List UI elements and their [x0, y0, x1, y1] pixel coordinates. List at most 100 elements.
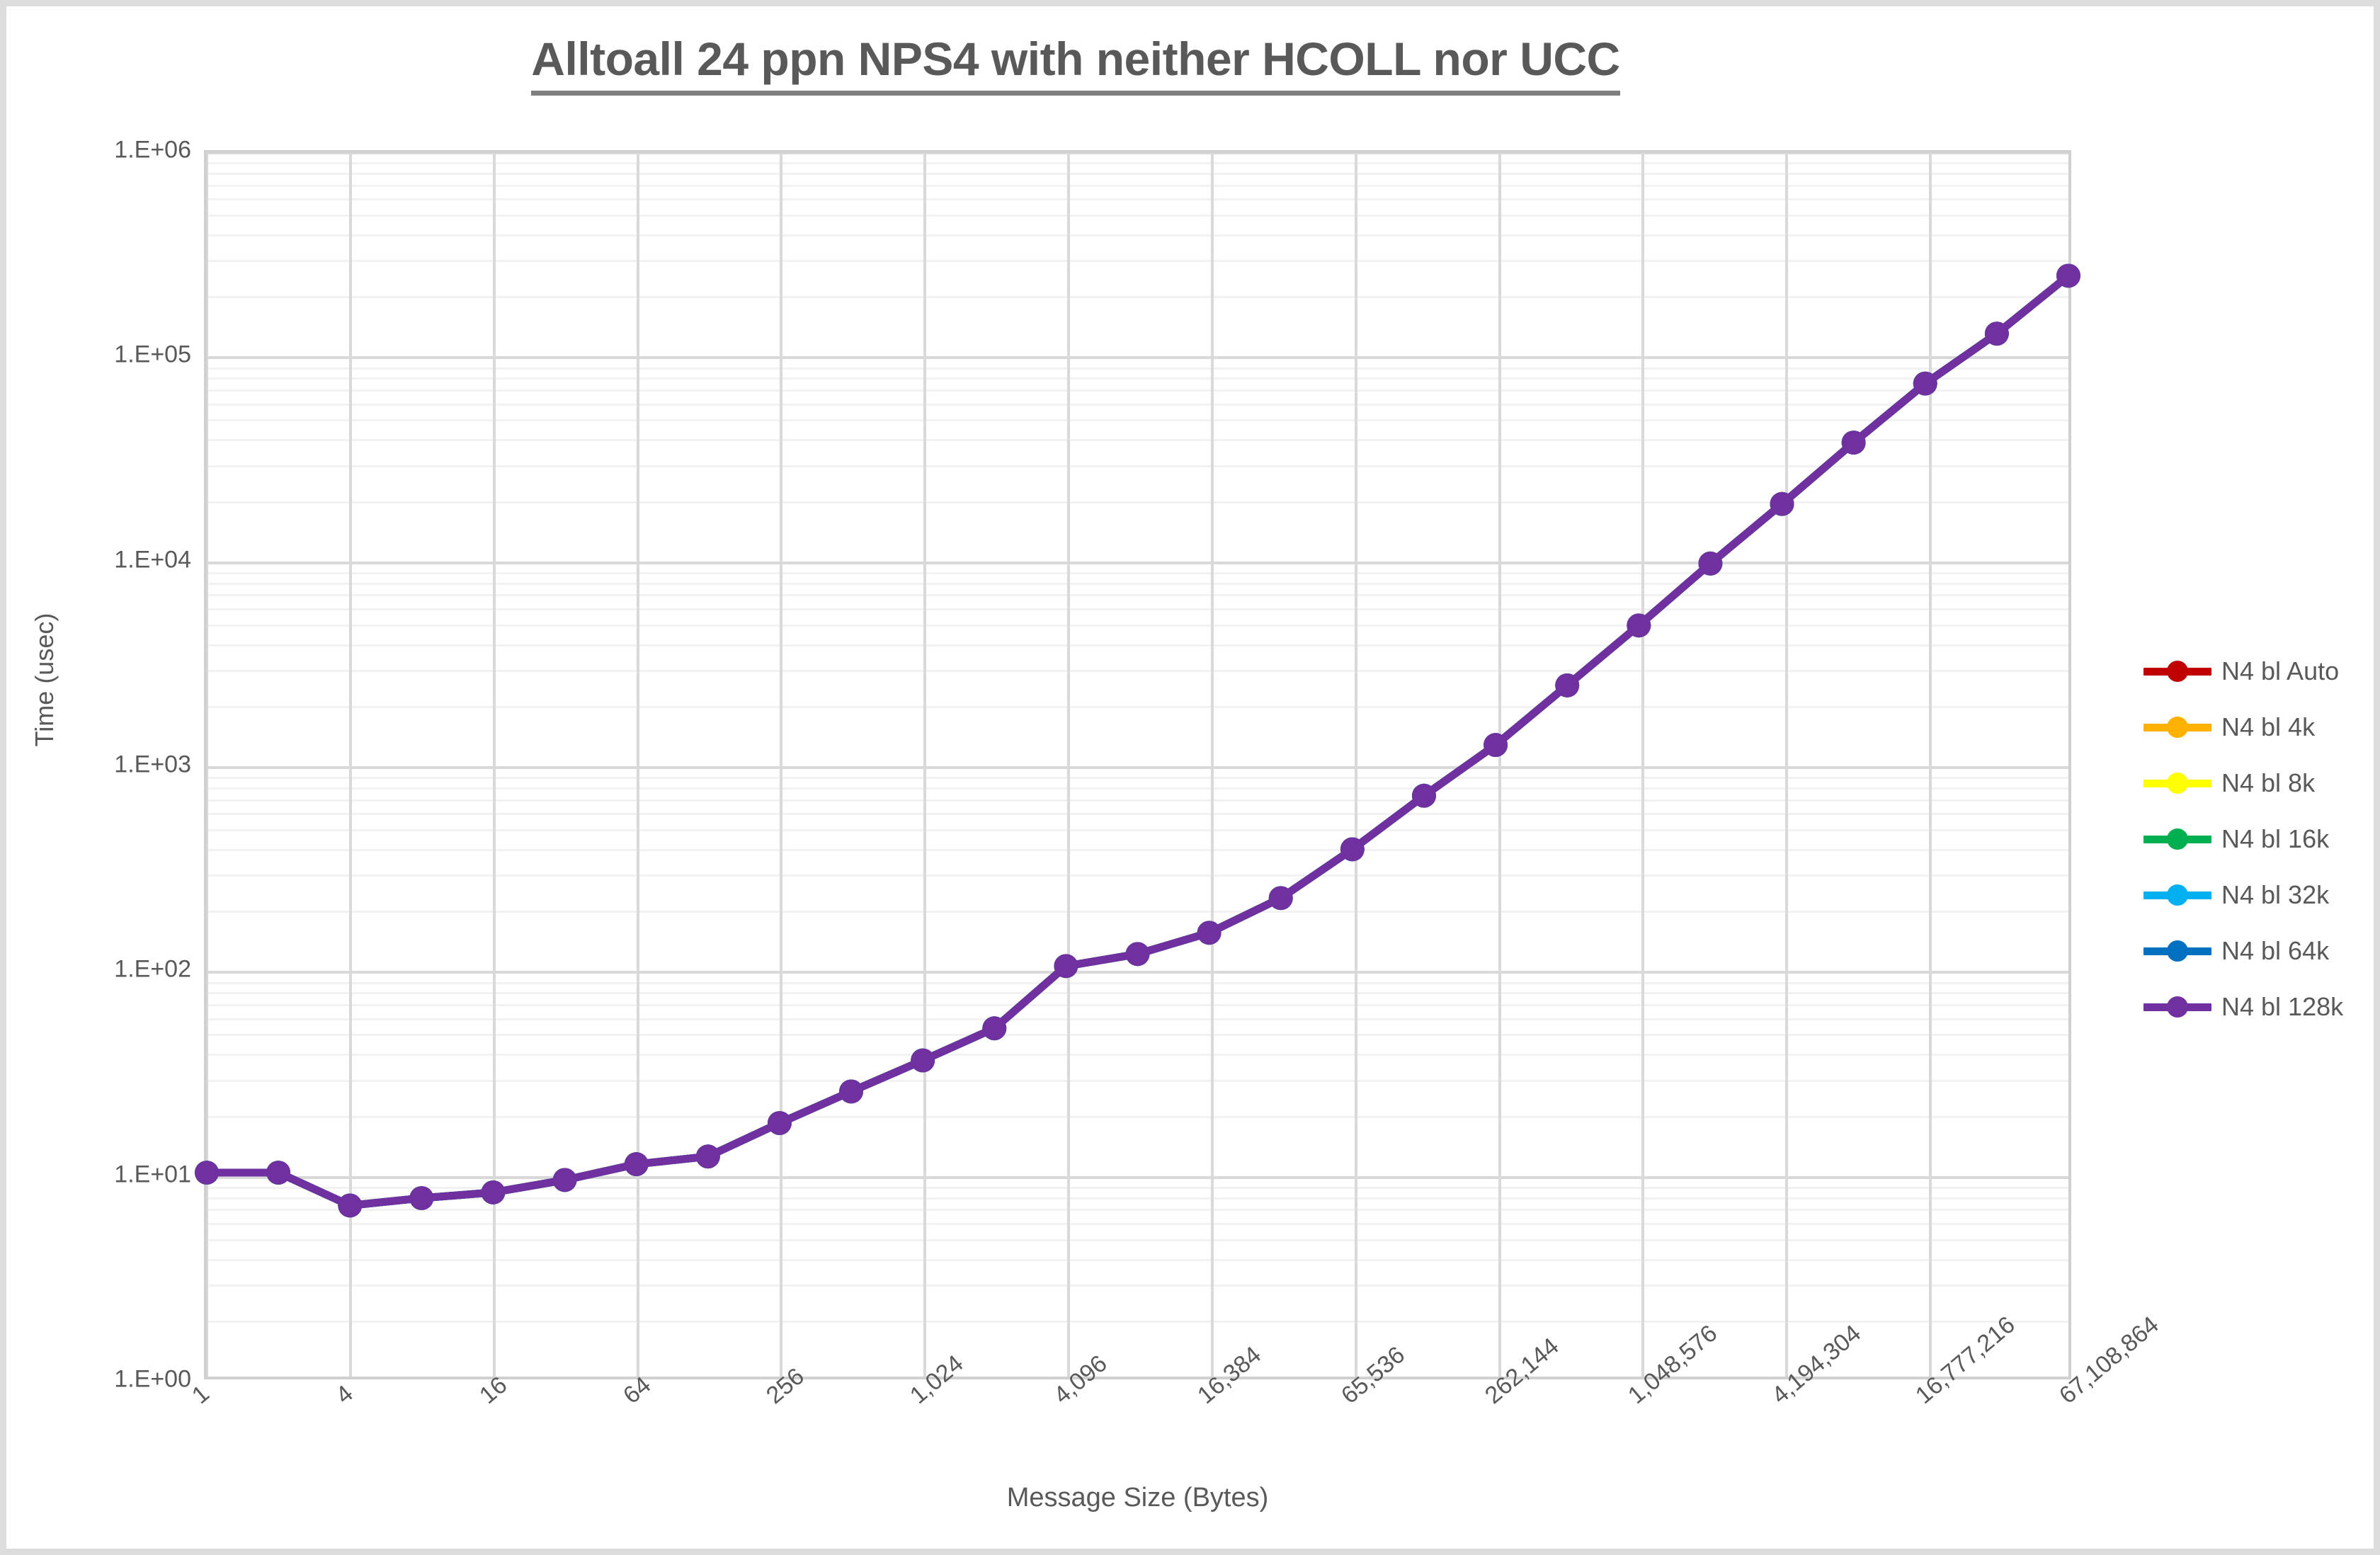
data-point	[2056, 263, 2080, 288]
plot-area-wrapper	[195, 150, 2080, 1379]
chart-title: Alltoall 24 ppn NPS4 with neither HCOLL …	[6, 32, 2145, 96]
data-point	[409, 1186, 434, 1210]
series-line	[203, 271, 2073, 1209]
gridline-y-minor	[207, 389, 2068, 392]
gridline-x-major	[1929, 153, 1932, 1377]
gridline-y-minor	[207, 465, 2068, 467]
gridline-y-minor	[207, 296, 2068, 299]
gridline-y-minor	[207, 705, 2068, 708]
gridline-y-minor	[207, 1320, 2068, 1323]
gridline-x-major	[207, 153, 208, 1377]
y-tick-label: 1.E+05	[114, 341, 191, 368]
gridline-y-minor	[207, 875, 2068, 877]
series-lines	[195, 263, 2080, 1218]
data-point	[1197, 921, 1222, 945]
data-point	[1268, 886, 1293, 911]
gridline-y-minor	[207, 419, 2068, 422]
y-axis-tick-labels: 1.E+00 1.E+01 1.E+02 1.E+03 1.E+04 1.E+05 1.E+…	[30, 137, 191, 1393]
data-point	[552, 1168, 577, 1192]
data-point	[1841, 431, 1866, 455]
legend-swatch	[2143, 658, 2211, 685]
legend-label: N4 bl 32k	[2221, 880, 2330, 909]
gridline-y-minor	[207, 594, 2068, 597]
gridline-y-minor	[207, 849, 2068, 852]
y-tick-label: 1.E+00	[114, 1365, 191, 1393]
gridline-x-major	[923, 153, 927, 1377]
data-point	[1984, 321, 2009, 346]
data-point	[1627, 613, 1651, 638]
x-tick-label: 1	[187, 1379, 215, 1410]
data-point	[911, 1048, 935, 1073]
gridline-y-minor	[207, 367, 2068, 370]
data-point	[481, 1180, 506, 1204]
data-point	[839, 1079, 863, 1104]
data-point	[695, 1144, 720, 1169]
legend-swatch	[2143, 938, 2211, 964]
gridline-y-minor	[207, 439, 2068, 442]
gridline-y-minor	[207, 992, 2068, 995]
gridline-y-minor	[207, 198, 2068, 201]
series-n4-bl-16k	[195, 263, 2080, 1218]
series-n4-bl-64k	[195, 263, 2080, 1218]
gridline-y-major	[207, 766, 2068, 769]
gridline-y-minor	[207, 184, 2068, 187]
data-point	[1913, 371, 1937, 396]
gridline-y-minor	[207, 582, 2068, 585]
legend-item[interactable]: N4 bl 128k	[2143, 992, 2377, 1021]
data-point	[1770, 491, 1794, 516]
gridline-y-minor	[207, 403, 2068, 406]
legend-swatch	[2143, 714, 2211, 741]
data-point	[338, 1193, 363, 1218]
gridline-y-minor	[207, 1034, 2068, 1037]
legend-label: N4 bl 16k	[2221, 824, 2330, 853]
legend-item[interactable]: N4 bl Auto	[2143, 656, 2377, 685]
legend-swatch	[2143, 882, 2211, 908]
legend-marker-icon	[2167, 940, 2188, 962]
data-point	[982, 1016, 1007, 1041]
series-n4-bl-32k	[195, 263, 2080, 1218]
gridline-y-minor	[207, 787, 2068, 790]
plot-area	[195, 150, 2080, 1379]
gridline-x-major	[780, 153, 783, 1377]
gridline-x-major	[1210, 153, 1214, 1377]
data-point	[1484, 733, 1508, 758]
series-line	[203, 271, 2073, 1209]
x-tick-label: 4	[330, 1379, 358, 1410]
legend-marker-icon	[2167, 884, 2188, 906]
gridline-y-minor	[207, 162, 2068, 165]
gridline-y-major	[207, 561, 2068, 564]
gridline-y-minor	[207, 1079, 2068, 1082]
chart-legend: N4 bl Auto N4 bl 4k N4 bl 8k N4 bl 16k N4 bl…	[2143, 656, 2377, 1049]
gridline-y-major	[207, 153, 2068, 154]
legend-swatch	[2143, 993, 2211, 1020]
gridline-y-minor	[207, 1197, 2068, 1200]
gridline-y-minor	[207, 215, 2068, 217]
data-point	[624, 1152, 649, 1177]
data-point	[767, 1111, 792, 1135]
gridline-y-minor	[207, 911, 2068, 913]
legend-item[interactable]: N4 bl 32k	[2143, 880, 2377, 909]
series-n4-bl-128k	[195, 263, 2080, 1218]
legend-item[interactable]: N4 bl 16k	[2143, 824, 2377, 853]
y-tick-label: 1.E+03	[114, 751, 191, 778]
legend-item[interactable]: N4 bl 8k	[2143, 768, 2377, 797]
legend-item[interactable]: N4 bl 4k	[2143, 712, 2377, 741]
gridline-x-major	[1641, 153, 1645, 1377]
gridlines	[207, 153, 2068, 1377]
y-tick-label: 1.E+02	[114, 955, 191, 983]
gridline-y-minor	[207, 1004, 2068, 1007]
series-n4-bl-4k	[195, 263, 2080, 1218]
gridline-y-minor	[207, 669, 2068, 672]
series-line	[203, 271, 2073, 1209]
series-line	[203, 271, 2073, 1209]
gridline-y-minor	[207, 1222, 2068, 1225]
gridline-y-minor	[207, 1115, 2068, 1118]
data-point	[1125, 942, 1150, 967]
gridline-x-major	[636, 153, 639, 1377]
legend-item[interactable]: N4 bl 64k	[2143, 936, 2377, 965]
gridline-y-minor	[207, 1258, 2068, 1261]
series-n4-bl-auto	[195, 263, 2080, 1218]
gridline-y-minor	[207, 571, 2068, 574]
gridline-y-minor	[207, 608, 2068, 610]
